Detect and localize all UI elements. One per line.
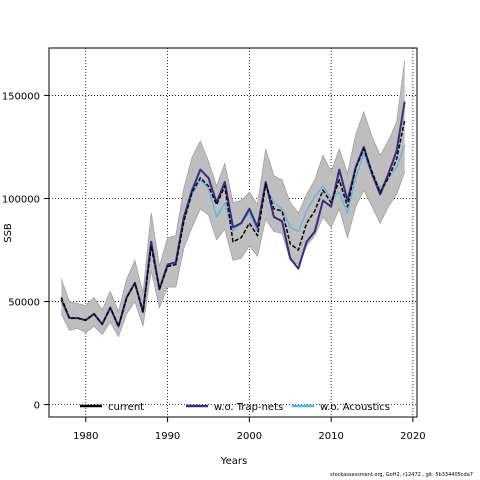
band-lower-edge <box>60 171 406 338</box>
x-axis-ticks: 1980 1990 2000 2010 2020 <box>73 417 426 442</box>
series-line-w-o-trap-nets <box>60 101 406 328</box>
legend-label-w-o-acoustics: w.o. Acoustics <box>320 402 390 413</box>
x-tick-label-2020: 2020 <box>400 431 425 442</box>
x-tick-label-2000: 2000 <box>237 431 262 442</box>
band-upper-edge <box>60 60 406 314</box>
legend: current w.o. Trap-nets w.o. Acoustics <box>80 402 390 413</box>
x-tick-label-2010: 2010 <box>318 431 343 442</box>
legend-label-w-o-trap-nets: w.o. Trap-nets <box>214 402 283 413</box>
y-tick-label-0: 0 <box>34 401 40 412</box>
y-tick-label-100000: 100000 <box>2 194 40 205</box>
y-tick-label-150000: 150000 <box>2 91 40 102</box>
x-tick-label-1980: 1980 <box>73 431 98 442</box>
footer-credit: stockassessment.org, GoH2, r12472 , git:… <box>330 472 473 478</box>
y-tick-label-50000: 50000 <box>8 298 40 309</box>
series-line-current <box>60 120 406 328</box>
y-axis-ticks: 0 50000 100000 150000 <box>2 91 49 412</box>
y-axis-label: SSB <box>3 223 14 243</box>
x-tick-label-1990: 1990 <box>155 431 180 442</box>
confidence-band <box>60 60 406 338</box>
series-lines <box>60 101 406 328</box>
band-area <box>61 60 405 337</box>
plot-frame <box>48 47 418 418</box>
plot-frame-group <box>48 47 418 418</box>
legend-label-current: current <box>108 402 144 413</box>
x-axis-label: Years <box>220 456 247 467</box>
